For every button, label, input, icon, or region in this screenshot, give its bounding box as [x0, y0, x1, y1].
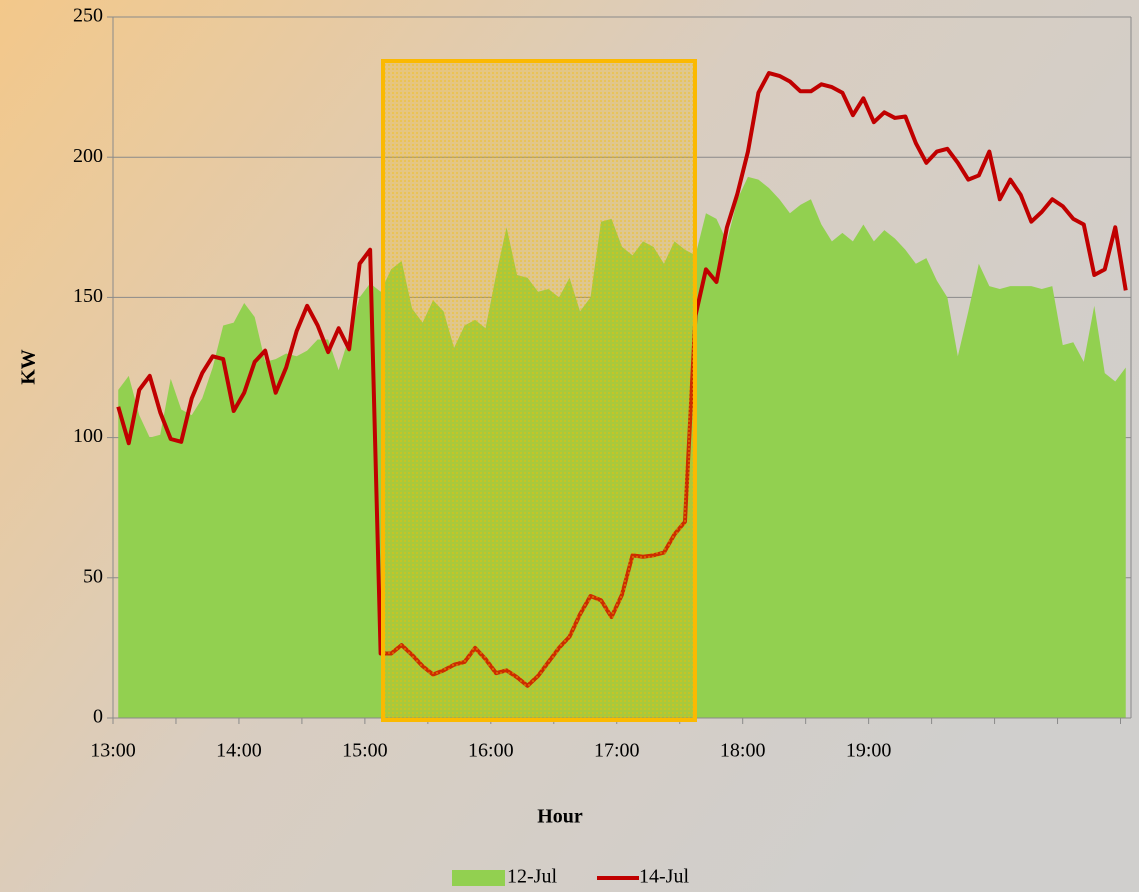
y-tick-label: 250 [73, 5, 103, 27]
y-tick-label: 100 [73, 425, 103, 447]
x-tick-label: 18:00 [720, 740, 766, 762]
x-axis-title: Hour [537, 806, 583, 828]
x-tick-label: 16:00 [468, 740, 514, 762]
legend-label: 14-Jul [639, 866, 689, 888]
y-axis-title: KW [18, 349, 40, 385]
y-tick-label: 50 [83, 565, 103, 587]
x-tick-label: 17:00 [594, 740, 640, 762]
x-tick-label: 15:00 [342, 740, 388, 762]
x-tick-label: 13:00 [90, 740, 136, 762]
y-tick-label: 200 [73, 145, 103, 167]
y-tick-label: 0 [93, 706, 103, 728]
legend-label: 12-Jul [507, 866, 557, 888]
x-tick-label: 14:00 [216, 740, 262, 762]
x-tick-label: 19:00 [846, 740, 892, 762]
highlight-box [381, 59, 697, 722]
legend-swatch [452, 870, 505, 886]
y-tick-label: 150 [73, 285, 103, 307]
